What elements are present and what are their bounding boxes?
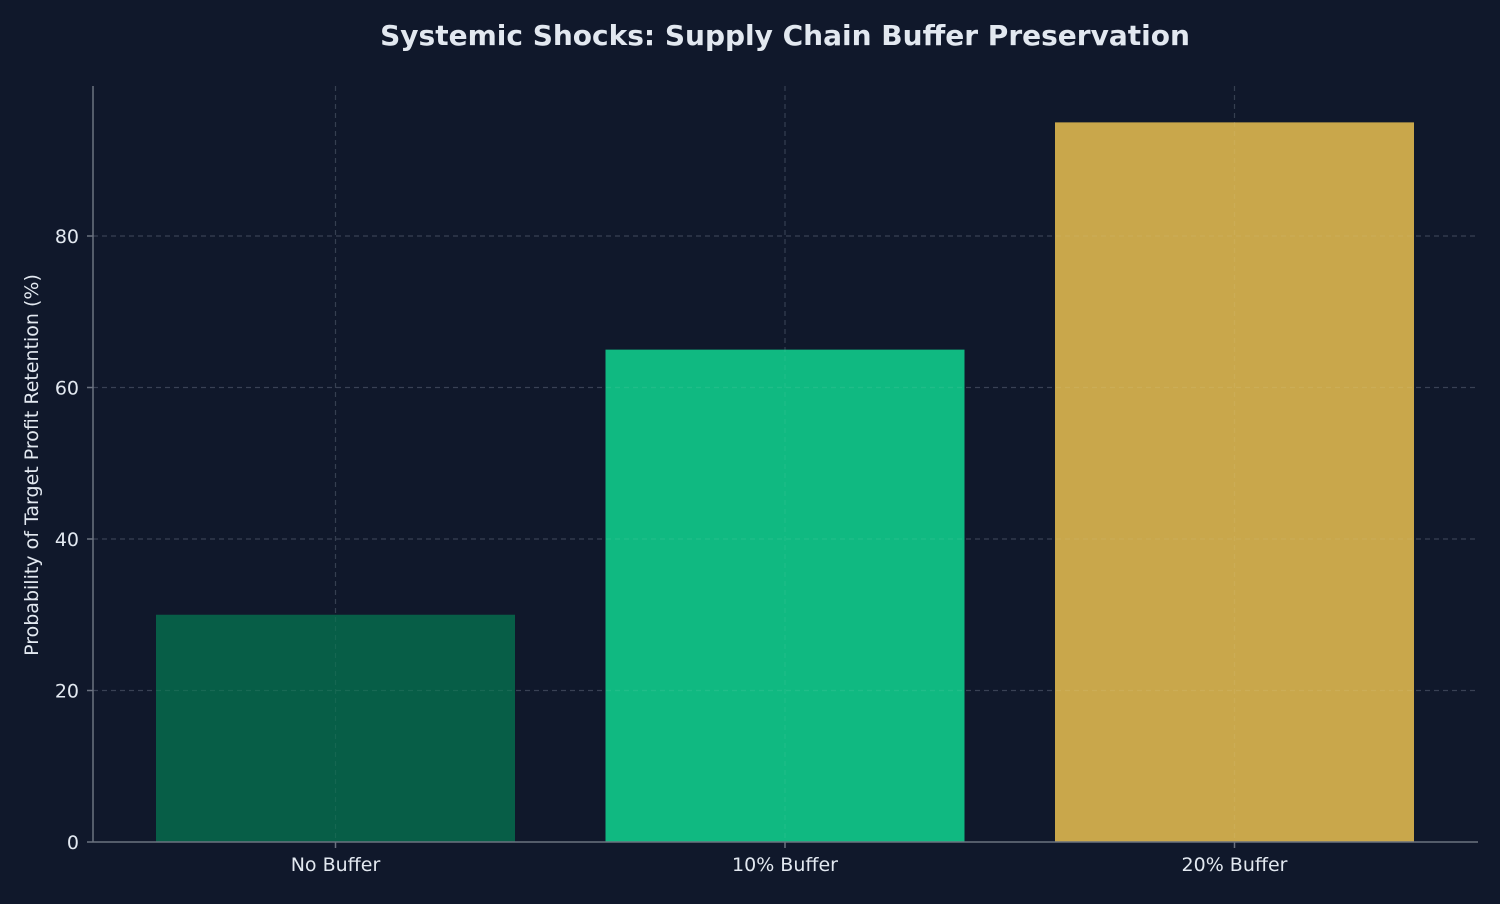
y-axis-label: Probability of Target Profit Retention (… <box>21 274 43 656</box>
y-tick-label: 80 <box>55 226 79 248</box>
y-tick-label: 60 <box>55 378 79 400</box>
y-tick-label: 0 <box>67 832 79 854</box>
x-tick-label: No Buffer <box>291 854 381 876</box>
bar-no-buffer <box>156 614 515 842</box>
y-tick-label: 40 <box>55 529 79 551</box>
bar-10-buffer <box>605 349 965 842</box>
chart-title: Systemic Shocks: Supply Chain Buffer Pre… <box>380 19 1190 52</box>
bars <box>93 86 1478 842</box>
axes: 0 20 40 60 80 No Buffer 10% Buffer 20% Buffer <box>55 86 1478 876</box>
x-tick-label: 10% Buffer <box>732 854 838 876</box>
x-tick-label: 20% Buffer <box>1182 854 1288 876</box>
bar-20-buffer <box>1055 122 1414 842</box>
y-tick-label: 20 <box>55 681 79 703</box>
